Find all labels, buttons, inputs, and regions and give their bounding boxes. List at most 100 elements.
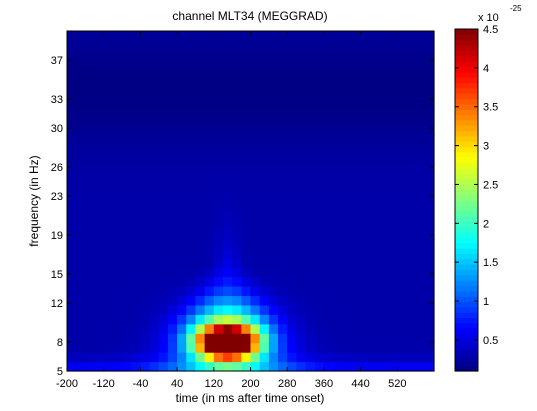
- heatmap-cell: [406, 210, 417, 221]
- heatmap-cell: [177, 229, 187, 240]
- heatmap-cell: [167, 286, 178, 297]
- colorbar-step: [455, 87, 478, 94]
- heatmap-cell: [388, 352, 398, 363]
- heatmap-cell: [369, 304, 380, 315]
- heatmap-cell: [158, 59, 169, 70]
- heatmap-cell: [415, 257, 426, 268]
- heatmap-cell: [103, 144, 114, 155]
- heatmap-cell: [296, 201, 307, 212]
- heatmap-cell: [424, 276, 435, 287]
- heatmap-cell: [268, 40, 279, 51]
- heatmap-cell: [259, 78, 270, 89]
- heatmap-cell: [378, 238, 389, 249]
- heatmap-cell: [122, 134, 132, 145]
- heatmap-cell: [342, 153, 353, 164]
- heatmap-cell: [222, 342, 233, 353]
- heatmap-cell: [378, 125, 389, 136]
- heatmap-cell: [369, 276, 380, 287]
- heatmap-cell: [167, 68, 178, 79]
- heatmap-cell: [314, 248, 325, 259]
- heatmap-cell: [333, 49, 343, 60]
- heatmap-cell: [213, 153, 224, 164]
- heatmap-cell: [351, 323, 362, 334]
- heatmap-cell: [103, 219, 114, 230]
- heatmap-cell: [424, 286, 435, 297]
- heatmap-cell: [67, 229, 77, 240]
- heatmap-cell: [222, 267, 233, 278]
- heatmap-cell: [195, 304, 206, 315]
- heatmap-cell: [305, 153, 316, 164]
- heatmap-cell: [397, 333, 408, 344]
- heatmap-cell: [278, 219, 288, 230]
- heatmap-cell: [232, 267, 242, 278]
- heatmap-cell: [158, 144, 169, 155]
- heatmap-cell: [268, 219, 279, 230]
- heatmap-cell: [76, 286, 86, 297]
- heatmap-cell: [342, 116, 353, 127]
- heatmap-cell: [85, 323, 96, 334]
- heatmap-cell: [232, 49, 242, 60]
- heatmap-cell: [259, 342, 270, 353]
- heatmap-cell: [278, 106, 288, 117]
- heatmap-cell: [305, 191, 316, 202]
- heatmap-cell: [149, 248, 160, 259]
- heatmap-cell: [305, 201, 316, 212]
- heatmap-cell: [397, 40, 408, 51]
- heatmap-cell: [195, 116, 206, 127]
- heatmap-cell: [241, 314, 252, 325]
- heatmap-cell: [406, 97, 417, 108]
- heatmap-cell: [232, 219, 242, 230]
- heatmap-cell: [369, 201, 380, 212]
- heatmap-cell: [85, 257, 96, 268]
- heatmap-cell: [259, 295, 270, 306]
- heatmap-cell: [94, 191, 105, 202]
- heatmap-cell: [342, 134, 353, 145]
- heatmap-cell: [268, 304, 279, 315]
- heatmap-cell: [406, 267, 417, 278]
- heatmap-cell: [351, 304, 362, 315]
- heatmap-cell: [112, 153, 123, 164]
- heatmap-cell: [204, 97, 215, 108]
- heatmap-cell: [323, 201, 334, 212]
- heatmap-cell: [67, 238, 77, 249]
- heatmap-cell: [323, 333, 334, 344]
- heatmap-cell: [67, 323, 77, 334]
- heatmap-cell: [186, 238, 197, 249]
- heatmap-cell: [323, 342, 334, 353]
- heatmap-cell: [195, 201, 206, 212]
- heatmap-cell: [67, 153, 77, 164]
- heatmap-cell: [268, 125, 279, 136]
- heatmap-cell: [333, 352, 343, 363]
- heatmap-cell: [342, 257, 353, 268]
- heatmap-cell: [305, 229, 316, 240]
- heatmap-cell: [167, 78, 178, 89]
- heatmap-cell: [232, 210, 242, 221]
- heatmap-cell: [314, 304, 325, 315]
- heatmap-cell: [222, 276, 233, 287]
- heatmap-cell: [415, 125, 426, 136]
- heatmap-cell: [122, 314, 132, 325]
- heatmap-cell: [305, 182, 316, 193]
- heatmap-cell: [397, 201, 408, 212]
- heatmap-cell: [415, 153, 426, 164]
- heatmap-cell: [222, 153, 233, 164]
- heatmap-cell: [342, 295, 353, 306]
- heatmap-cell: [323, 229, 334, 240]
- heatmap-cell: [131, 238, 141, 249]
- heatmap-cell: [323, 106, 334, 117]
- heatmap-cell: [122, 125, 132, 136]
- heatmap-cell: [278, 323, 288, 334]
- heatmap-cell: [158, 304, 169, 315]
- heatmap-cell: [342, 49, 353, 60]
- heatmap-cell: [287, 144, 297, 155]
- heatmap-cell: [158, 163, 169, 174]
- heatmap-cell: [158, 314, 169, 325]
- heatmap-cell: [131, 361, 141, 372]
- heatmap-cell: [360, 78, 371, 89]
- heatmap-cell: [351, 361, 362, 372]
- x-tick-label: -40: [132, 378, 148, 390]
- heatmap-cell: [186, 87, 197, 98]
- heatmap-cell: [186, 49, 197, 60]
- heatmap-cell: [213, 134, 224, 145]
- heatmap-cell: [204, 106, 215, 117]
